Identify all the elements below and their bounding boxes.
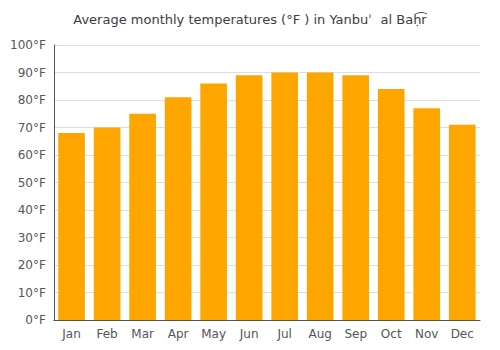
svg-text:Oct: Oct bbox=[381, 327, 402, 341]
svg-text:Jan: Jan bbox=[61, 327, 81, 341]
svg-text:Apr: Apr bbox=[168, 327, 189, 341]
svg-text:90°F: 90°F bbox=[18, 66, 46, 80]
svg-text:Dec: Dec bbox=[451, 327, 474, 341]
svg-text:70°F: 70°F bbox=[18, 121, 46, 135]
svg-text:Jun: Jun bbox=[239, 327, 259, 341]
svg-text:30°F: 30°F bbox=[18, 231, 46, 245]
svg-text:80°F: 80°F bbox=[18, 93, 46, 107]
svg-text:Sep: Sep bbox=[344, 327, 367, 341]
svg-text:10°F: 10°F bbox=[18, 286, 46, 300]
svg-text:50°F: 50°F bbox=[18, 176, 46, 190]
svg-text:40°F: 40°F bbox=[18, 203, 46, 217]
svg-text:0°F: 0°F bbox=[25, 313, 46, 327]
svg-text:Feb: Feb bbox=[96, 327, 117, 341]
svg-text:Nov: Nov bbox=[415, 327, 438, 341]
svg-text:May: May bbox=[201, 327, 226, 341]
svg-text:Jul: Jul bbox=[276, 327, 291, 341]
svg-text:20°F: 20°F bbox=[18, 258, 46, 272]
svg-text:Average monthly temperatures (: Average monthly temperatures (°F ) in Ya… bbox=[73, 12, 427, 27]
svg-text:Mar: Mar bbox=[131, 327, 154, 341]
svg-text:Aug: Aug bbox=[308, 327, 331, 341]
svg-text:100°F: 100°F bbox=[10, 38, 46, 52]
svg-text:60°F: 60°F bbox=[18, 148, 46, 162]
